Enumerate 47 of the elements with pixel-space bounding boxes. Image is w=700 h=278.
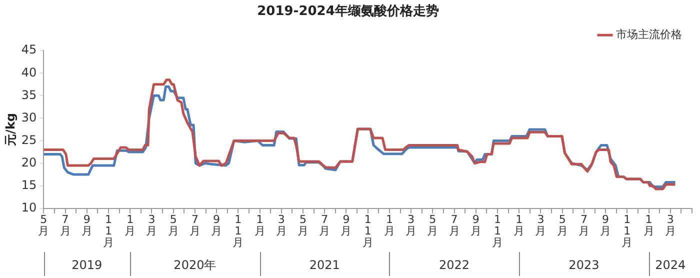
y-tick-label: 35 [21,88,37,102]
x-tick-label: 3月 [276,212,287,238]
x-tick-label: 1月 [514,212,525,238]
x-tick-label: 3月 [535,212,546,238]
y-tick-label: 40 [21,65,37,80]
x-tick-label: 1月 [384,212,395,238]
x-tick-label: 11月 [362,212,374,250]
text: 2020年 [174,258,216,272]
y-axis-title: 元/kg [3,113,18,147]
y-tick-label: 25 [21,132,37,147]
x-tick-label: 7月 [448,212,460,238]
x-tick-label: 1月 [124,212,136,238]
x-tick-label: 11月 [103,212,114,250]
x-tick-label: 9月 [340,212,352,238]
x-tick-label: 5月 [556,212,568,238]
chart-title: 2019-2024年缬氨酸价格走势 [257,3,439,20]
text: 2023 [568,258,600,272]
text: 2022 [439,258,470,272]
text: 2024 [655,258,686,272]
x-tick-label: 11月 [232,212,244,250]
x-tick-label: 7月 [60,212,71,238]
x-tick-label: 9月 [211,212,222,238]
y-tick-label: 15 [21,178,37,192]
x-tick-label: 7月 [578,212,590,238]
x-tick-label: 3月 [146,212,158,238]
x-tick-label: 1月 [643,212,654,238]
x-tick-label: 3月 [664,212,676,238]
x-tick-label: 5月 [427,212,438,238]
x-tick-label: 3月 [406,212,417,238]
x-tick-label: 11月 [492,212,503,250]
x-tick-label: 5月 [168,212,179,238]
x-tick-label: 7月 [319,212,330,238]
y-tick-label: 30 [21,110,37,124]
x-tick-label: 9月 [600,212,612,238]
y-tick-label: 10 [21,200,37,214]
x-tick-label: 1月 [254,212,266,238]
x-tick-label: 5月 [298,212,308,238]
x-tick-label: 5月 [38,212,50,238]
y-tick-label: 45 [21,42,37,57]
x-tick-label: 11月 [622,212,633,250]
x-tick-label: 7月 [189,212,200,238]
text: 2019 [72,258,102,272]
x-tick-label: 9月 [81,212,92,238]
text: 2021 [309,258,340,272]
x-tick-label: 9月 [470,212,482,238]
legend-label: 市场主流价格 [616,28,682,41]
y-tick-label: 20 [21,155,37,170]
